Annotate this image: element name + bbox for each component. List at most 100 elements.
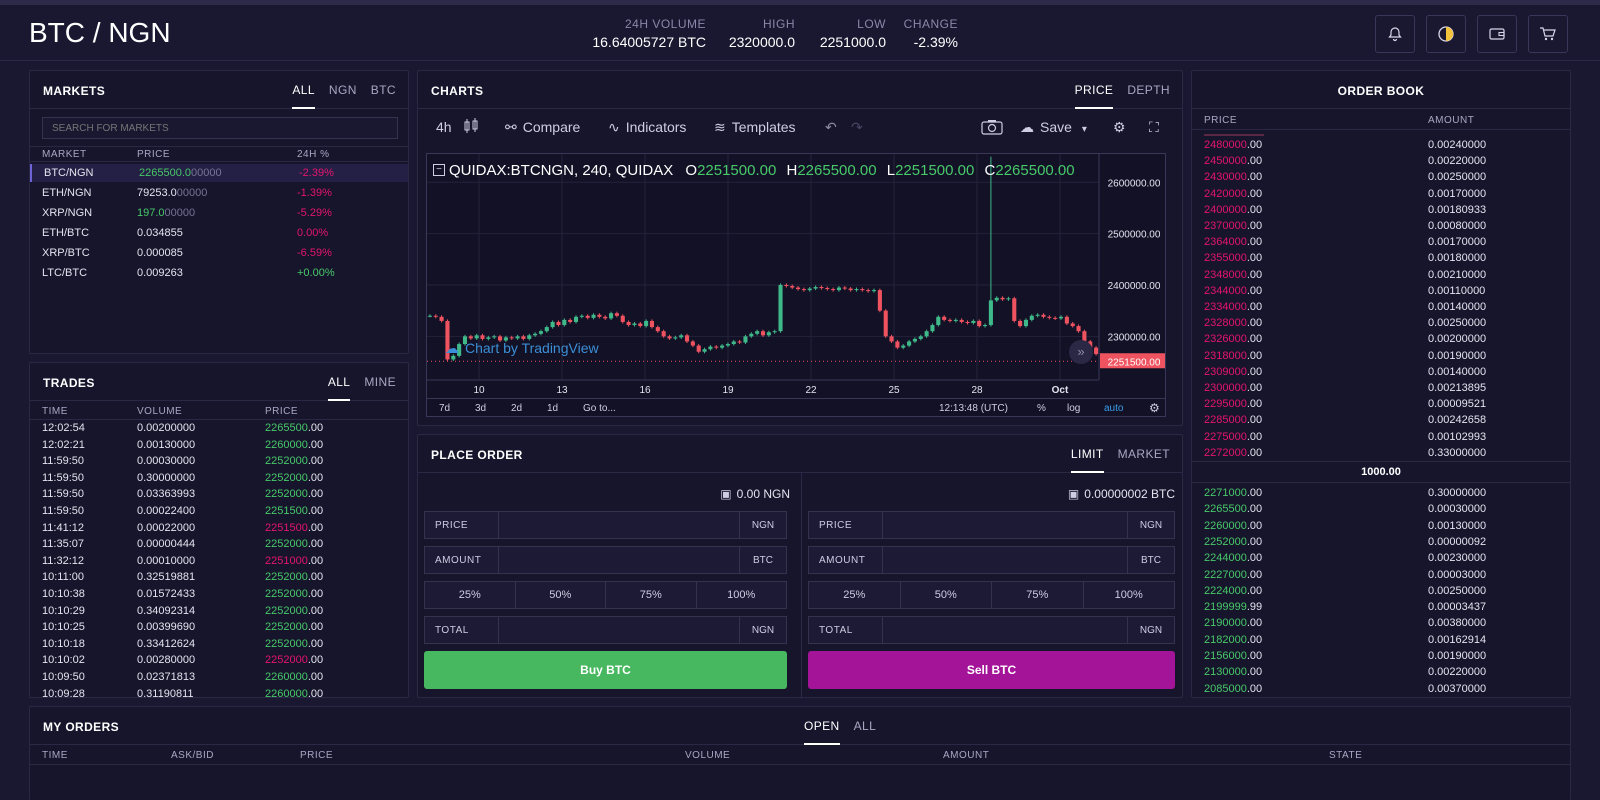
- ask-row[interactable]: 2364000.00 0.00170000: [1192, 234, 1570, 250]
- goto-date-button[interactable]: Go to...: [583, 403, 616, 414]
- market-row[interactable]: XRP/NGN 197.000000 -5.29%: [30, 204, 408, 222]
- tab-limit[interactable]: LIMIT: [1070, 447, 1104, 473]
- market-row[interactable]: LTC/BTC 0.009263 +0.00%: [30, 264, 408, 282]
- chart-scale-settings-icon[interactable]: ⚙: [1149, 401, 1160, 415]
- interval-selector[interactable]: 4h: [436, 119, 452, 135]
- bid-row[interactable]: 2182000.00 0.00162914: [1192, 632, 1570, 648]
- buy-price-field[interactable]: PRICE NGN: [424, 511, 787, 539]
- bid-row[interactable]: 2156000.00 0.00190000: [1192, 648, 1570, 664]
- buy-button[interactable]: Buy BTC: [424, 651, 787, 689]
- buy-50-button[interactable]: 50%: [516, 582, 606, 608]
- sell-75-button[interactable]: 75%: [992, 582, 1084, 608]
- scroll-right-icon[interactable]: »: [1069, 340, 1093, 364]
- tab-trades-all[interactable]: ALL: [327, 375, 351, 401]
- templates-button[interactable]: ≋ Templates: [714, 119, 796, 136]
- ask-row[interactable]: 2400000.00 0.00180933: [1192, 202, 1570, 218]
- ask-row[interactable]: 2275000.00 0.00102993: [1192, 429, 1570, 445]
- ask-row[interactable]: 2295000.00 0.00009521: [1192, 396, 1570, 412]
- bid-row[interactable]: 2224000.00 0.00250000: [1192, 583, 1570, 599]
- ask-row[interactable]: 2326000.00 0.00200000: [1192, 331, 1570, 347]
- auto-scale-toggle[interactable]: auto: [1104, 403, 1124, 414]
- ask-row[interactable]: 2285000.00 0.00242658: [1192, 412, 1570, 428]
- bid-row[interactable]: 2260000.00 0.00130000: [1192, 518, 1570, 534]
- ask-row[interactable]: 2420000.00 0.00170000: [1192, 186, 1570, 202]
- bid-row[interactable]: 2199999.99 0.00003437: [1192, 599, 1570, 615]
- ask-row[interactable]: 2480000.00 0.00240000: [1192, 137, 1570, 153]
- ask-row[interactable]: 2272000.00 0.33000000: [1192, 445, 1570, 461]
- ask-row[interactable]: 2334000.00 0.00140000: [1192, 299, 1570, 315]
- sell-50-button[interactable]: 50%: [901, 582, 992, 608]
- tab-market[interactable]: MARKET: [1117, 447, 1170, 461]
- buy-total-input[interactable]: [501, 620, 736, 640]
- bid-row[interactable]: 2085000.00 0.00370000: [1192, 681, 1570, 697]
- bid-row[interactable]: 2130000.00 0.00220000: [1192, 664, 1570, 680]
- market-row[interactable]: XRP/BTC 0.000085 -6.59%: [30, 244, 408, 262]
- buy-75-button[interactable]: 75%: [606, 582, 697, 608]
- undo-button[interactable]: ↶: [825, 119, 837, 136]
- bid-row[interactable]: 2271000.00 0.30000000: [1192, 485, 1570, 501]
- tab-chart-price[interactable]: PRICE: [1074, 83, 1114, 109]
- tab-all-orders[interactable]: ALL: [853, 719, 877, 733]
- sell-25-button[interactable]: 25%: [809, 582, 901, 608]
- ask-row[interactable]: 2344000.00 0.00110000: [1192, 283, 1570, 299]
- sell-button[interactable]: Sell BTC: [808, 651, 1175, 689]
- buy-amount-field[interactable]: AMOUNT BTC: [424, 546, 787, 574]
- sell-total-field[interactable]: TOTAL NGN: [808, 616, 1175, 644]
- theme-toggle-button[interactable]: [1426, 15, 1466, 53]
- ask-row[interactable]: 2450000.00 0.00220000: [1192, 153, 1570, 169]
- sell-price-field[interactable]: PRICE NGN: [808, 511, 1175, 539]
- ask-row[interactable]: 2300000.00 0.00213895: [1192, 380, 1570, 396]
- buy-price-input[interactable]: [501, 515, 736, 535]
- bid-row[interactable]: 2227000.00 0.00003000: [1192, 567, 1570, 583]
- log-scale-toggle[interactable]: log: [1067, 403, 1081, 414]
- bid-row[interactable]: 2244000.00 0.00230000: [1192, 550, 1570, 566]
- buy-amount-input[interactable]: [501, 550, 736, 570]
- bid-row[interactable]: 2265500.00 0.00030000: [1192, 501, 1570, 517]
- ask-row[interactable]: 2430000.00 0.00250000: [1192, 169, 1570, 185]
- sell-100-button[interactable]: 100%: [1114, 589, 1143, 601]
- indicators-button[interactable]: ∿ Indicators: [608, 119, 686, 136]
- fullscreen-button[interactable]: ⛶: [1149, 119, 1159, 136]
- ask-row[interactable]: 2355000.00 0.00180000: [1192, 250, 1570, 266]
- ask-row[interactable]: 2348000.00 0.00210000: [1192, 267, 1570, 283]
- buy-100-button[interactable]: 100%: [727, 589, 756, 601]
- candle-type-button[interactable]: [463, 117, 479, 138]
- save-button[interactable]: ☁ Save ▾: [1020, 119, 1087, 136]
- buy-25-button[interactable]: 25%: [425, 582, 516, 608]
- range-2d[interactable]: 2d: [511, 403, 523, 414]
- tab-open-orders[interactable]: OPEN: [804, 719, 840, 745]
- markets-search-input[interactable]: [42, 117, 398, 139]
- wallet-button[interactable]: [1477, 15, 1517, 53]
- range-7d[interactable]: 7d: [439, 403, 451, 414]
- ask-row[interactable]: 2309000.00 0.00140000: [1192, 364, 1570, 380]
- tab-trades-mine[interactable]: MINE: [364, 375, 396, 389]
- bid-row[interactable]: 2252000.00 0.00000092: [1192, 534, 1570, 550]
- collapse-legend-icon[interactable]: −: [433, 164, 445, 176]
- cart-button[interactable]: [1528, 15, 1568, 53]
- market-row[interactable]: ETH/NGN 79253.000000 -1.39%: [30, 184, 408, 202]
- tab-markets-all[interactable]: ALL: [292, 83, 315, 109]
- bid-row[interactable]: 2190000.00 0.00380000: [1192, 615, 1570, 631]
- ask-row[interactable]: 2318000.00 0.00190000: [1192, 348, 1570, 364]
- tab-markets-btc[interactable]: BTC: [370, 83, 396, 97]
- redo-button[interactable]: ↷: [851, 119, 863, 136]
- chart-settings-button[interactable]: ⚙: [1113, 119, 1126, 136]
- sell-price-input[interactable]: [885, 515, 1124, 535]
- range-1d[interactable]: 1d: [547, 403, 559, 414]
- screenshot-button[interactable]: [981, 119, 1003, 138]
- market-row[interactable]: BTC/NGN 2265500.000000 -2.39%: [30, 164, 408, 182]
- range-3d[interactable]: 3d: [475, 403, 487, 414]
- sell-amount-input[interactable]: [885, 550, 1124, 570]
- tab-markets-ngn[interactable]: NGN: [328, 83, 357, 97]
- tab-chart-depth[interactable]: DEPTH: [1127, 83, 1170, 97]
- market-row[interactable]: ETH/BTC 0.034855 0.00%: [30, 224, 408, 242]
- percent-scale-toggle[interactable]: %: [1037, 403, 1046, 414]
- sell-total-input[interactable]: [885, 620, 1124, 640]
- buy-total-field[interactable]: TOTAL NGN: [424, 616, 787, 644]
- ask-row[interactable]: 2370000.00 0.00080000: [1192, 218, 1570, 234]
- sell-amount-field[interactable]: AMOUNT BTC: [808, 546, 1175, 574]
- compare-button[interactable]: ⚯ Compare: [505, 119, 580, 136]
- price-chart[interactable]: 2600000.00 2500000.00 2400000.00 2300000.00…: [426, 153, 1166, 417]
- ask-row[interactable]: 2328000.00 0.00250000: [1192, 315, 1570, 331]
- notifications-button[interactable]: [1375, 15, 1415, 53]
